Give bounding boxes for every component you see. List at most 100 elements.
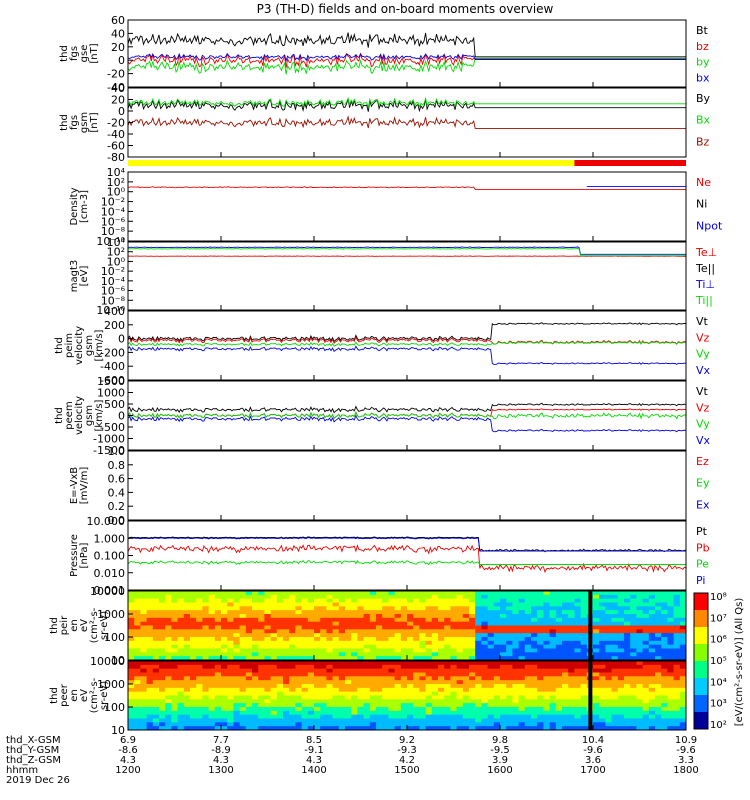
heatmap-cell — [258, 687, 265, 693]
heatmap-cell — [159, 687, 166, 693]
heatmap-cell — [388, 614, 396, 619]
heatmap-cell — [227, 676, 234, 681]
heatmap-cell — [456, 633, 464, 638]
heatmap-cell — [568, 684, 575, 689]
heatmap-cell — [301, 640, 309, 646]
heatmap-cell — [611, 726, 619, 731]
heatmap-cell — [493, 676, 501, 681]
heatmap-cell — [332, 656, 340, 661]
heatmap-cell — [493, 625, 501, 630]
heatmap-cell — [518, 695, 526, 700]
heatmap-cell — [270, 633, 278, 638]
series-line-pressure-Pt — [127, 536, 687, 553]
heatmap-cell — [369, 594, 377, 600]
heatmap-cell — [661, 722, 668, 727]
heatmap-cell — [227, 617, 234, 623]
heatmap-cell — [531, 594, 538, 600]
heatmap-cell — [475, 644, 482, 649]
heatmap-cell — [506, 672, 513, 677]
heatmap-cell — [159, 707, 166, 712]
heatmap-cell — [258, 680, 265, 685]
heatmap-cell — [301, 691, 309, 696]
heatmap-cell — [394, 668, 402, 673]
heatmap-cell — [642, 722, 650, 727]
heatmap-cell — [314, 617, 321, 623]
heatmap-cell — [221, 695, 228, 700]
heatmap-cell — [221, 664, 228, 670]
heatmap-cell — [252, 714, 259, 719]
heatmap-cell — [531, 629, 538, 634]
heatmap-cell — [400, 661, 408, 666]
heatmap-cell — [388, 633, 396, 638]
heatmap-cell — [283, 695, 290, 700]
heatmap-cell — [611, 598, 619, 603]
heatmap-cell — [469, 648, 476, 653]
heatmap-cell — [537, 629, 544, 634]
heatmap-cell — [332, 726, 340, 731]
heatmap-cell — [134, 610, 141, 615]
heatmap-cell — [419, 617, 427, 623]
heatmap-cell — [673, 680, 681, 685]
heatmap-cell — [152, 664, 160, 670]
heatmap-cell — [444, 714, 451, 719]
heatmap-cell — [320, 691, 327, 696]
heatmap-cell — [667, 629, 675, 634]
heatmap-cell — [190, 664, 197, 670]
heatmap-cell — [419, 606, 427, 611]
heatmap-cell — [183, 684, 191, 689]
heatmap-cell — [159, 680, 166, 685]
heatmap-cell — [369, 614, 377, 619]
heatmap-cell — [369, 591, 377, 596]
heatmap-cell — [518, 668, 526, 673]
heatmap-cell — [661, 629, 668, 634]
heatmap-cell — [388, 726, 396, 731]
heatmap-cell — [152, 661, 160, 666]
heatmap-cell — [419, 625, 427, 630]
heatmap-cell — [655, 726, 662, 731]
heatmap-cell — [171, 633, 179, 638]
heatmap-cell — [146, 656, 154, 661]
heatmap-cell — [140, 722, 148, 727]
heatmap-cell — [487, 687, 495, 693]
heatmap-cell — [388, 652, 396, 657]
heatmap-cell — [518, 591, 526, 596]
heatmap-cell — [431, 699, 439, 704]
heatmap-cell — [208, 710, 216, 716]
heatmap-cell — [394, 661, 402, 666]
heatmap-cell — [673, 598, 681, 603]
heatmap-cell — [202, 699, 210, 704]
heatmap-cell — [512, 633, 520, 638]
x-row-value: 4.3 — [120, 755, 136, 766]
heatmap-cell — [469, 633, 476, 638]
heatmap-cell — [481, 617, 489, 623]
heatmap-cell — [338, 691, 346, 696]
heatmap-cell — [624, 633, 631, 638]
heatmap-cell — [481, 699, 489, 704]
heatmap-cell — [264, 687, 272, 693]
heatmap-cell — [177, 602, 185, 607]
heatmap-cell — [580, 633, 588, 638]
heatmap-cell — [338, 703, 346, 708]
heatmap-cell — [190, 606, 197, 611]
heatmap-cell — [543, 722, 551, 727]
heatmap-cell — [264, 676, 272, 681]
heatmap-cell — [531, 656, 538, 661]
heatmap-cell — [295, 633, 303, 638]
heatmap-cell — [655, 614, 662, 619]
heatmap-cell — [555, 726, 563, 731]
heatmap-cell — [555, 722, 563, 727]
heatmap-cell — [140, 714, 148, 719]
heatmap-cell — [469, 621, 476, 626]
heatmap-cell — [475, 703, 482, 708]
heatmap-cell — [400, 676, 408, 681]
heatmap-cell — [283, 598, 290, 603]
heatmap-cell — [543, 637, 551, 642]
heatmap-cell — [481, 602, 489, 607]
heatmap-cell — [196, 703, 203, 708]
heatmap-cell — [351, 664, 358, 670]
heatmap-cell — [171, 598, 179, 603]
heatmap-cell — [239, 602, 247, 607]
heatmap-cell — [208, 718, 216, 723]
heatmap-cell — [276, 668, 284, 673]
heatmap-cell — [481, 703, 489, 708]
